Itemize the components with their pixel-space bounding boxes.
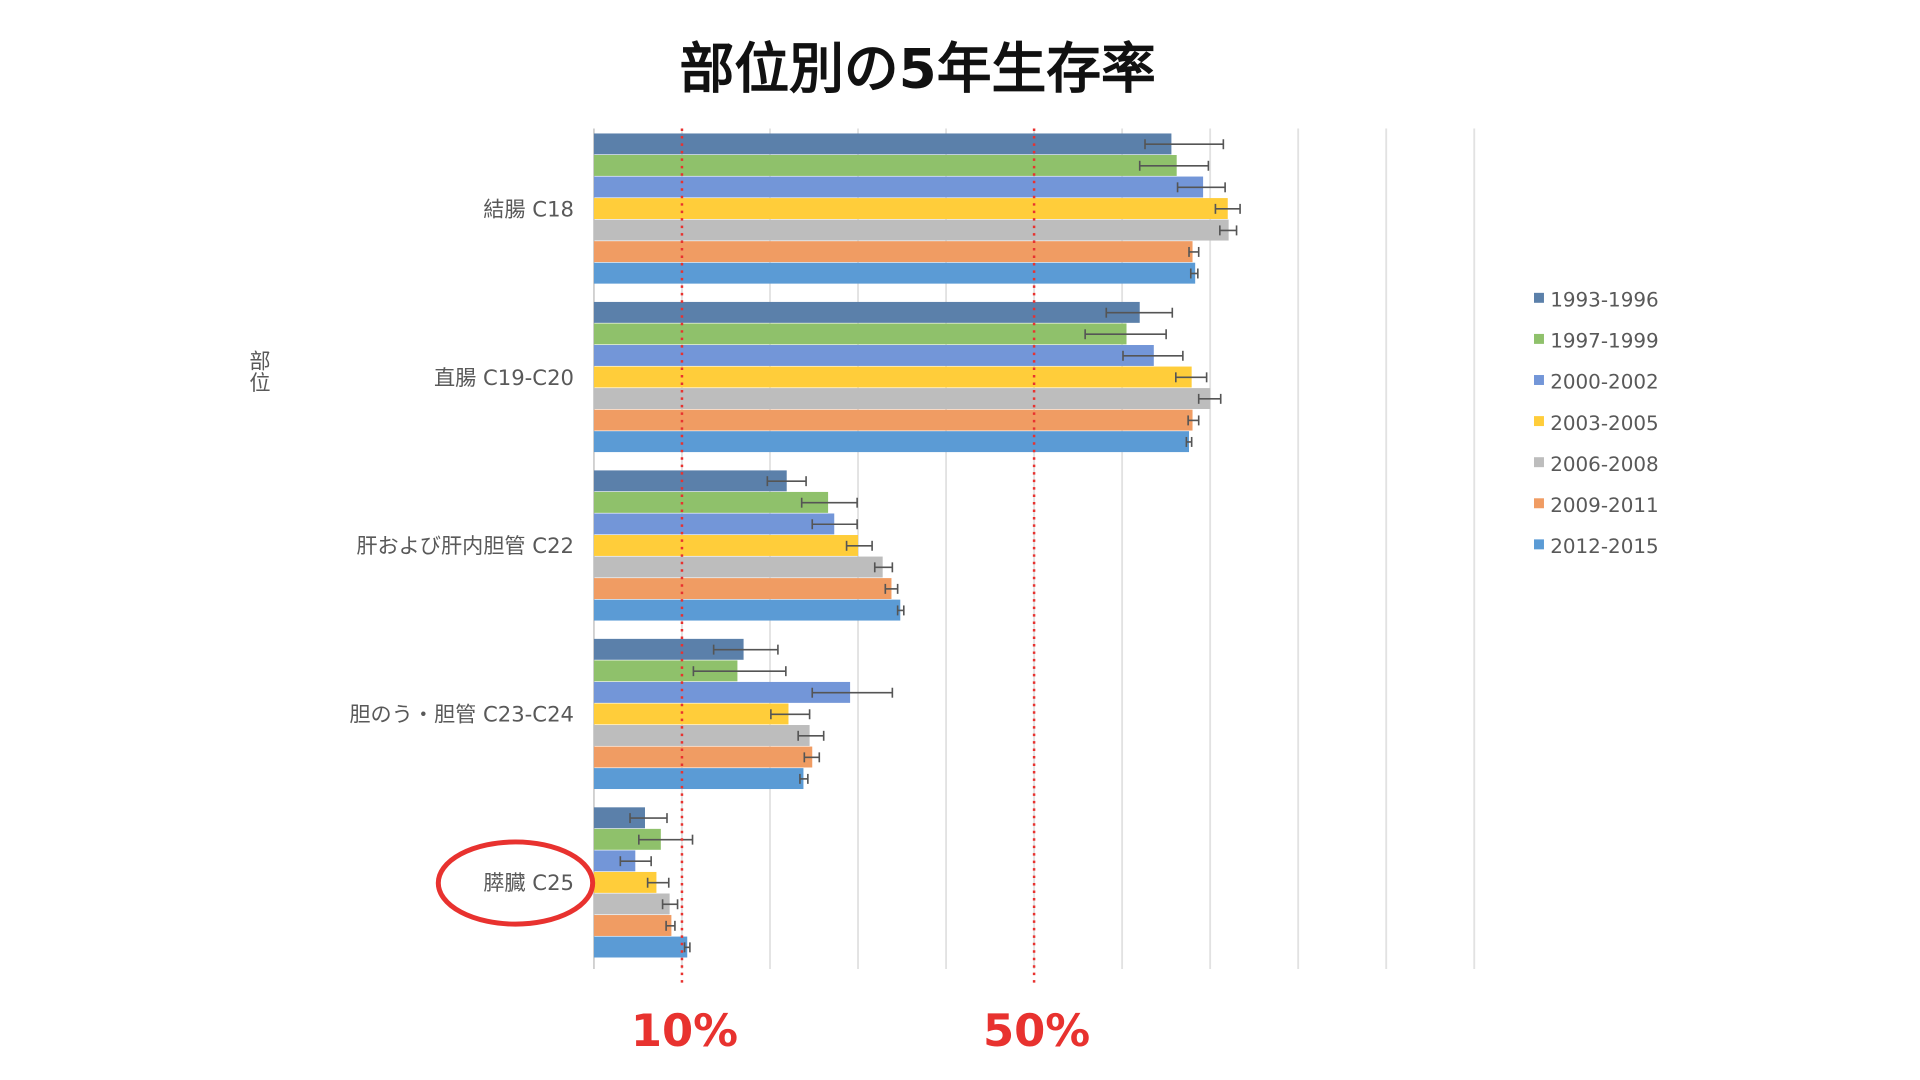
bar [593, 470, 787, 492]
legend-label: 1993-1996 [1550, 289, 1659, 312]
bar [593, 491, 829, 513]
bar [593, 323, 1127, 345]
legend-label: 2003-2005 [1550, 412, 1659, 435]
bar [593, 638, 744, 660]
legend: 1993-1996 1997-1999 2000-2002 2003-2005 2006… [1534, 289, 1659, 558]
bar [593, 155, 1177, 176]
bar [593, 535, 859, 556]
legend-label: 2000-2002 [1550, 371, 1659, 394]
legend-swatch [1534, 375, 1544, 385]
legend-label: 2009-2011 [1550, 494, 1659, 517]
bar [593, 219, 1229, 241]
category-label: 胆のう・胆管 C23-C24 [349, 702, 574, 727]
legend-label: 2006-2008 [1550, 453, 1659, 476]
bar [593, 388, 1211, 410]
category-label: 膵臓 C25 [483, 870, 574, 895]
bar [593, 431, 1190, 453]
bars [593, 133, 1241, 958]
bar [593, 915, 672, 936]
legend-swatch [1534, 292, 1544, 303]
bar [593, 850, 636, 872]
bar [593, 725, 810, 746]
bar [593, 746, 813, 768]
category-label: 肝および肝内胆管 C22 [356, 533, 574, 558]
legend-swatch [1534, 457, 1544, 468]
bar [593, 198, 1228, 220]
bar [593, 513, 835, 535]
y-axis-title: 部位 [246, 350, 271, 393]
bar [593, 660, 738, 682]
bar [593, 599, 901, 621]
legend-label: 1997-1999 [1550, 330, 1659, 353]
chart-title: 部位別の5年生存率 [680, 36, 1156, 100]
highlight-circle [435, 839, 596, 927]
bar [593, 345, 1154, 366]
reference-label: 50% [983, 1004, 1090, 1057]
legend-swatch [1534, 498, 1544, 509]
bar [593, 133, 1172, 155]
bar [593, 681, 851, 703]
legend-label: 2012-2015 [1550, 535, 1659, 558]
reference-label: 10% [631, 1004, 738, 1057]
bar [593, 556, 883, 578]
legend-swatch [1534, 539, 1544, 550]
bar [593, 409, 1193, 431]
bar [593, 578, 892, 600]
bar [593, 871, 657, 893]
bar [593, 828, 661, 850]
bar [593, 703, 789, 725]
bar [593, 262, 1196, 284]
bar [593, 936, 688, 958]
bar [593, 768, 804, 790]
category-label: 直腸 C19-C20 [434, 365, 574, 390]
bar [593, 366, 1192, 388]
legend-swatch [1534, 333, 1544, 344]
category-label: 結腸 C18 [483, 196, 574, 221]
category-labels: 結腸 C18 直腸 C19-C20 肝および肝内胆管 C22 胆のう・胆管 C23-C… [349, 196, 574, 895]
bar [593, 893, 670, 915]
bar [593, 807, 645, 829]
bar [593, 176, 1204, 198]
legend-swatch [1534, 416, 1544, 427]
bar [593, 301, 1140, 323]
bar [593, 241, 1193, 263]
reference-lines: 10% 50% [631, 128, 1090, 1057]
